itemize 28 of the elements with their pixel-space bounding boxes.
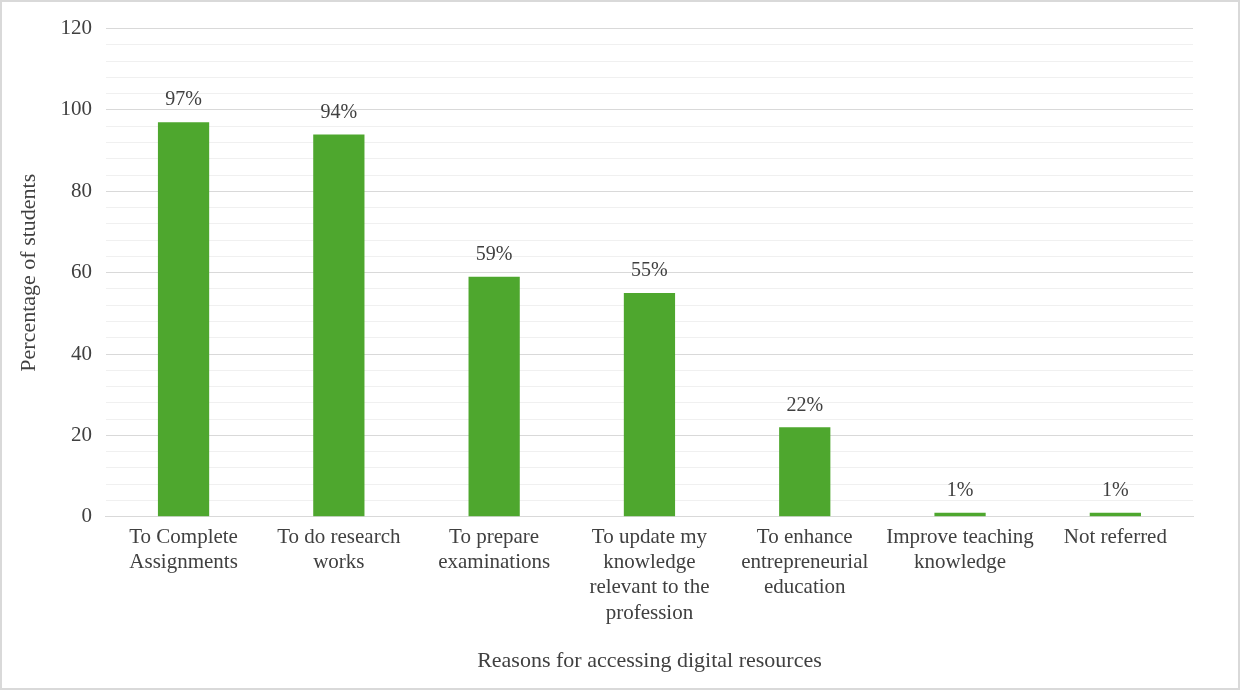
bar (313, 134, 365, 517)
data-label: 94% (320, 99, 358, 122)
y-tick-label: 80 (70, 177, 92, 202)
bar (623, 293, 676, 517)
x-tick-label: Not referred (1063, 523, 1168, 548)
x-tick-label: To update my knowledge relevant to the profession (589, 523, 710, 624)
y-axis-title: Percentage of students (14, 173, 40, 372)
bar (468, 276, 520, 517)
data-label: 55% (631, 258, 668, 281)
data-label: 1% (1102, 477, 1129, 500)
bar (157, 122, 210, 517)
y-tick-label: 120 (60, 15, 92, 40)
x-tick-label: To Complete Assignments (129, 523, 238, 574)
data-label: 97% (165, 87, 202, 110)
x-axis-title: Reasons for accessing digital resources (477, 646, 822, 672)
y-tick-label: 20 (70, 421, 92, 446)
x-tick-label: Improve teaching knowledge (886, 523, 1035, 574)
x-tick-label: To prepare examinations (438, 523, 551, 574)
y-tick-label: 0 (81, 503, 92, 528)
bar (779, 427, 831, 517)
data-label: 1% (946, 477, 974, 500)
x-tick-label: To do research works (277, 523, 401, 574)
data-label: 22% (786, 392, 824, 415)
x-tick-label: To enhance entrepreneurial education (741, 523, 869, 599)
y-tick-label: 60 (70, 259, 92, 284)
y-tick-label: 100 (60, 96, 92, 121)
y-tick-label: 40 (70, 340, 92, 365)
data-label: 59% (475, 242, 513, 265)
